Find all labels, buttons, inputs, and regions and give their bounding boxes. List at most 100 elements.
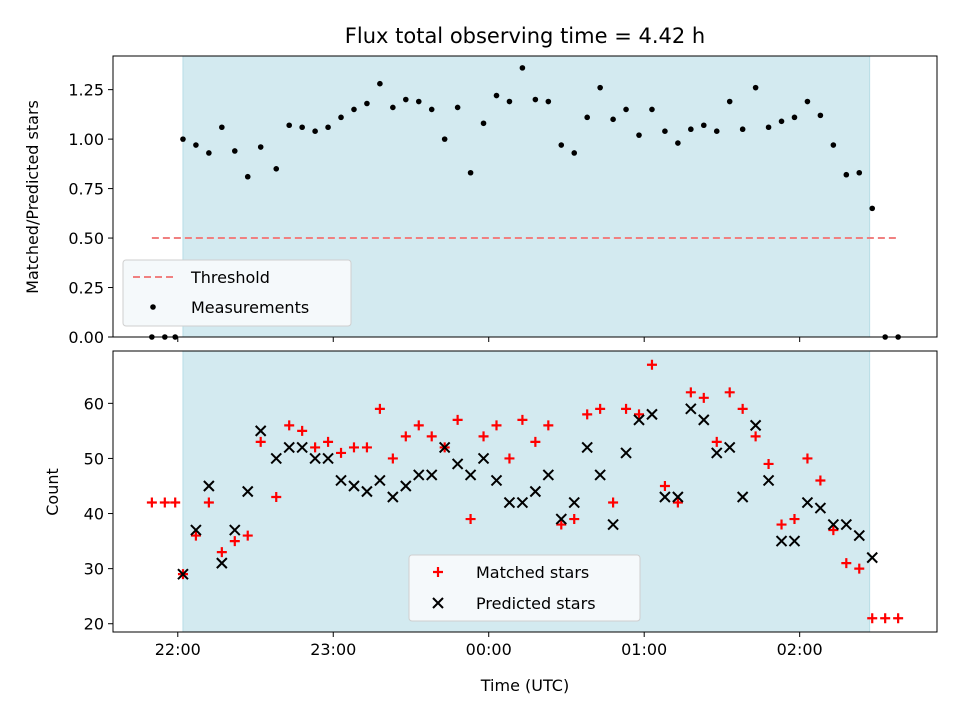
predicted-stars-point xyxy=(335,474,347,487)
predicted-stars-point xyxy=(775,535,788,547)
measurement-point xyxy=(558,142,565,148)
matched-stars-point xyxy=(255,436,266,447)
predicted-stars-point xyxy=(723,441,736,454)
measurement-point xyxy=(752,84,759,91)
legend-measurements-label: Measurements xyxy=(191,298,309,317)
bottom-legend: Matched stars Predicted stars xyxy=(408,554,641,622)
matched-stars-point xyxy=(698,392,709,403)
predicted-stars-point xyxy=(749,419,762,432)
x-tick-label: 22:00 xyxy=(155,640,201,659)
matched-stars-point xyxy=(828,525,839,536)
measurement-point xyxy=(273,165,280,172)
predicted-stars-point xyxy=(477,452,490,465)
measurement-point xyxy=(180,136,186,142)
matched-stars-point xyxy=(310,442,321,453)
predicted-stars-point xyxy=(711,447,723,459)
measurement-point xyxy=(649,106,655,113)
measurement-point xyxy=(545,98,552,105)
measurement-point xyxy=(791,114,798,121)
measurement-point xyxy=(765,124,772,131)
measurement-point xyxy=(325,124,331,131)
matched-stars-point xyxy=(323,436,334,447)
top-y-axis-label: Matched/Predicted stars xyxy=(23,100,42,294)
predicted-stars-point xyxy=(736,491,749,503)
measurement-point xyxy=(415,98,422,105)
top-y-tick-label: 0.25 xyxy=(68,279,104,298)
matched-stars-point xyxy=(203,497,214,508)
predicted-stars-point xyxy=(438,441,451,454)
predicted-stars-point xyxy=(827,518,840,531)
bottom-axes-frame xyxy=(112,350,938,633)
predicted-stars-point xyxy=(216,557,228,569)
measurement-point xyxy=(286,122,293,129)
predicted-stars-point xyxy=(788,535,801,547)
matched-stars-point xyxy=(387,453,398,464)
matched-stars-point xyxy=(216,547,227,558)
matched-stars-point xyxy=(530,436,541,447)
predicted-stars-point xyxy=(426,469,438,481)
bottom-y-tick-label: 50 xyxy=(84,449,104,468)
predicted-stars-point xyxy=(555,513,567,525)
measurement-point xyxy=(869,205,876,212)
matched-stars-point xyxy=(595,403,606,414)
matched-stars-point xyxy=(763,458,774,469)
predicted-stars-point xyxy=(633,414,645,426)
measurement-point xyxy=(480,120,487,127)
predicted-stars-point xyxy=(853,529,865,542)
measurement-point xyxy=(299,124,305,131)
measurement-point xyxy=(856,169,863,176)
measurement-point xyxy=(817,112,824,119)
matched-stars-point xyxy=(802,453,813,464)
measurement-point xyxy=(312,128,318,134)
predicted-stars-point xyxy=(620,447,632,459)
top-y-tick-label: 0.50 xyxy=(68,229,104,248)
predicted-stars-point xyxy=(581,441,593,454)
matched-stars-point xyxy=(146,497,157,508)
matched-stars-point xyxy=(504,453,515,464)
matched-stars-point xyxy=(413,420,424,431)
matched-stars-point xyxy=(893,613,904,624)
predicted-stars-point xyxy=(685,403,697,415)
measurement-point xyxy=(231,148,238,154)
predicted-stars-point xyxy=(203,480,215,492)
bottom-y-tick-label: 40 xyxy=(84,505,104,524)
matched-stars-point xyxy=(556,519,567,530)
predicted-stars-point xyxy=(594,469,606,481)
bottom-legend-box xyxy=(408,554,641,622)
matched-stars-point xyxy=(685,387,696,398)
matched-stars-point xyxy=(374,403,385,414)
predicted-stars-point xyxy=(400,480,412,492)
predicted-stars-point xyxy=(672,491,684,503)
measurement-point xyxy=(244,173,251,180)
measurement-point xyxy=(193,142,199,148)
measurement-point xyxy=(532,96,539,103)
matched-stars-point xyxy=(711,436,722,447)
matched-stars-point xyxy=(646,359,657,370)
predicted-stars-point xyxy=(490,474,503,487)
predicted-stars-point xyxy=(542,469,555,481)
matched-stars-point xyxy=(452,414,463,425)
measurement-point xyxy=(257,144,264,150)
predicted-stars-point xyxy=(387,491,399,503)
matched-stars-point xyxy=(659,480,670,491)
measurement-point xyxy=(454,104,461,111)
x-tick-label: 02:00 xyxy=(777,640,823,659)
measurement-point xyxy=(571,150,578,156)
predicted-stars-point xyxy=(503,496,516,509)
legend-matched-stars-swatch xyxy=(433,567,443,577)
measurement-point xyxy=(610,116,616,123)
top-y-tick-label: 0.00 xyxy=(68,328,104,347)
measurement-point xyxy=(597,84,603,91)
predicted-stars-point xyxy=(374,474,386,487)
matched-stars-point xyxy=(776,519,787,530)
legend-threshold-label: Threshold xyxy=(190,268,270,287)
predicted-stars-point xyxy=(361,485,373,498)
x-axis-label: Time (UTC) xyxy=(480,676,569,695)
legend-measurements-swatch xyxy=(150,304,156,310)
measurement-point xyxy=(467,169,474,176)
top-y-tick-label: 1.25 xyxy=(68,81,104,100)
matched-stars-point xyxy=(478,431,489,442)
matched-stars-point xyxy=(348,442,359,453)
measurement-point xyxy=(403,96,409,103)
x-tick-label: 01:00 xyxy=(621,640,667,659)
